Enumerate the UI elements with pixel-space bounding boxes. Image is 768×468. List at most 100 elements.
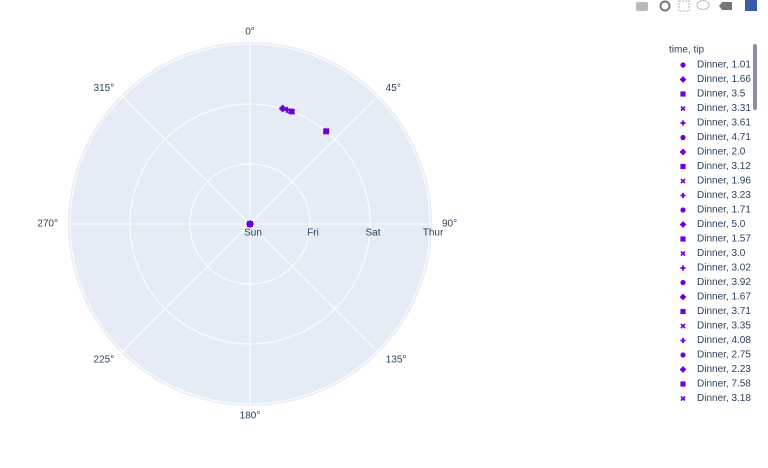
legend-symbol [680, 395, 686, 402]
legend-item[interactable]: Dinner, 1.01 [680, 60, 751, 71]
legend-label: Dinner, 2.0 [697, 147, 746, 158]
legend-symbol [680, 207, 686, 213]
legend-label: Dinner, 5.0 [697, 219, 746, 230]
legend-label: Dinner, 3.35 [697, 321, 751, 332]
angular-tick-label: 0° [245, 27, 255, 38]
legend-label: Dinner, 3.5 [697, 89, 746, 100]
legend-label: Dinner, 3.31 [697, 103, 751, 114]
legend-item[interactable]: Dinner, 3.5 [680, 89, 746, 100]
legend-symbol [680, 323, 686, 329]
radial-tick-label: Thur [423, 228, 444, 239]
legend-item[interactable]: Dinner, 3.12 [680, 161, 751, 172]
angular-tick-label: 135° [386, 354, 407, 365]
legend-symbol [680, 120, 686, 126]
legend-label: Dinner, 1.96 [697, 176, 751, 187]
legend-item[interactable]: Dinner, 3.61 [680, 118, 751, 129]
legend-item[interactable]: Dinner, 3.35 [680, 321, 751, 332]
legend-item[interactable]: Dinner, 1.96 [680, 176, 751, 187]
legend-symbol [680, 250, 686, 257]
legend-symbol [680, 178, 686, 184]
legend-label: Dinner, 2.75 [697, 350, 751, 361]
legend-symbol [680, 163, 686, 170]
angular-grid-line [249, 223, 380, 354]
legend-label: Dinner, 4.08 [697, 335, 751, 346]
legend-symbol [680, 62, 686, 68]
legend-item[interactable]: Dinner, 1.67 [679, 292, 752, 303]
legend-label: Dinner, 1.67 [697, 292, 751, 303]
legend-item[interactable]: Dinner, 5.0 [679, 219, 746, 230]
legend-label: Dinner, 3.23 [697, 190, 751, 201]
legend-label: Dinner, 1.66 [697, 74, 751, 85]
marker [283, 106, 290, 113]
legend-item[interactable]: Dinner, 4.71 [680, 132, 751, 143]
legend-label: Dinner, 2.23 [697, 364, 751, 375]
legend-item[interactable]: Dinner, 3.31 [680, 103, 751, 114]
legend-item[interactable]: Dinner, 2.0 [679, 147, 746, 158]
legend-label: Dinner, 3.71 [697, 306, 751, 317]
legend-item[interactable]: Dinner, 3.92 [680, 277, 751, 288]
radial-tick-label: Sun [244, 228, 262, 239]
angular-grid-line [120, 94, 251, 225]
legend-label: Dinner, 3.0 [697, 248, 746, 259]
angular-grid-line [120, 223, 251, 354]
legend-item[interactable]: Dinner, 1.66 [679, 74, 752, 85]
angular-tick-label: 90° [442, 219, 457, 230]
toolbar [636, 0, 757, 12]
legend-label: Dinner, 1.57 [697, 234, 751, 245]
legend-symbol [680, 91, 686, 97]
legend-scrollbar[interactable] [753, 44, 757, 110]
marker [247, 221, 253, 227]
marker [287, 108, 294, 115]
tag-icon[interactable] [719, 2, 732, 10]
legend-item[interactable]: Dinner, 4.08 [680, 335, 751, 346]
legend-item[interactable]: Dinner, 3.18 [680, 393, 751, 404]
legend-item[interactable]: Dinner, 3.0 [680, 248, 746, 259]
marker [278, 104, 287, 113]
legend-item[interactable]: Dinner, 2.75 [680, 350, 751, 361]
legend-item[interactable]: Dinner, 7.58 [680, 379, 751, 390]
legend-symbol [680, 134, 686, 141]
legend-symbol [679, 366, 687, 373]
legend-symbol [680, 279, 686, 286]
legend-symbol [680, 265, 686, 271]
legend-label: Dinner, 3.18 [697, 393, 751, 404]
legend-item[interactable]: Dinner, 3.71 [680, 306, 751, 317]
legend-symbol [679, 221, 687, 228]
legend-item[interactable]: Dinner, 3.02 [680, 263, 751, 274]
angular-tick-label: 180° [240, 411, 261, 422]
angular-tick-label: 225° [94, 354, 115, 365]
hover-icon[interactable] [696, 0, 710, 10]
legend-title: time, tip [669, 45, 704, 56]
legend-symbol [679, 76, 687, 83]
zoom-icon[interactable] [659, 0, 671, 12]
legend-item[interactable]: Dinner, 1.71 [680, 205, 751, 216]
legend-symbol [680, 105, 686, 112]
legend-label: Dinner, 3.02 [697, 263, 751, 274]
select-icon[interactable] [678, 0, 690, 12]
legend-symbol [680, 352, 686, 358]
legend-label: Dinner, 4.71 [697, 132, 751, 143]
legend-symbol [679, 293, 687, 301]
radial-tick-label: Sat [365, 228, 380, 239]
series [278, 104, 287, 113]
series [247, 221, 253, 227]
legend-label: Dinner, 3.12 [697, 161, 751, 172]
legend-label: Dinner, 1.71 [697, 205, 751, 216]
angular-grid-line [249, 94, 380, 225]
camera-icon[interactable] [636, 2, 648, 11]
legend-item[interactable]: Dinner, 1.57 [680, 234, 751, 245]
legend-symbol [680, 192, 686, 199]
marker [323, 128, 330, 135]
angular-tick-label: 315° [94, 83, 115, 94]
legend-item[interactable]: Dinner, 2.23 [679, 364, 752, 375]
legend-symbol [680, 236, 686, 242]
legend-item[interactable]: Dinner, 3.23 [680, 190, 751, 201]
legend-label: Dinner, 1.01 [697, 60, 751, 71]
legend-symbol [680, 308, 686, 315]
plotly-logo[interactable] [745, 0, 757, 11]
series [323, 128, 330, 135]
legend-label: Dinner, 3.61 [697, 118, 751, 129]
legend-symbol [679, 148, 687, 156]
angular-tick-label: 270° [37, 219, 58, 230]
